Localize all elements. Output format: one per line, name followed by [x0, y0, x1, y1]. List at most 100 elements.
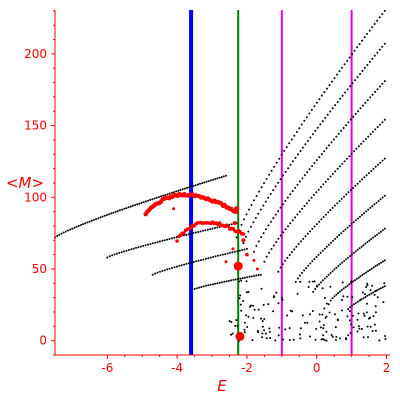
data-point	[325, 302, 328, 305]
data-point	[308, 199, 311, 202]
data-point	[346, 157, 348, 160]
data-point	[166, 238, 169, 241]
data-point	[369, 206, 372, 209]
data-point	[347, 334, 350, 337]
data-point	[282, 203, 284, 206]
data-point	[175, 190, 178, 193]
data-point	[379, 123, 381, 126]
data-point	[340, 197, 343, 200]
data-point	[296, 292, 299, 295]
data-point	[112, 211, 115, 214]
data-point	[243, 276, 246, 279]
data-point	[339, 97, 342, 100]
data-point	[376, 296, 379, 299]
data-point	[373, 23, 376, 25]
data-point	[373, 54, 376, 57]
data-point	[186, 186, 188, 189]
data-point	[358, 180, 361, 183]
data-point	[381, 45, 384, 48]
data-point	[324, 116, 327, 119]
data-point	[275, 161, 278, 164]
data-point	[216, 177, 219, 180]
data-point	[302, 237, 305, 240]
data-point	[383, 194, 386, 197]
data-point	[320, 153, 323, 156]
data-point	[331, 172, 334, 175]
data-point	[383, 157, 386, 160]
data-point	[280, 153, 283, 156]
data-point	[142, 201, 145, 204]
data-point	[252, 250, 255, 253]
data-point	[373, 293, 376, 296]
data-point	[279, 206, 282, 209]
data-point	[243, 248, 246, 251]
data-point	[371, 284, 374, 287]
data-point	[361, 178, 364, 181]
data-point	[260, 287, 263, 290]
data-point	[278, 326, 281, 329]
data-point	[62, 231, 65, 234]
data-point	[106, 256, 109, 259]
data-point	[357, 312, 360, 315]
data-point	[206, 228, 209, 231]
data-point	[338, 165, 341, 168]
data-point	[291, 219, 294, 222]
data-point	[366, 241, 369, 244]
data-point	[366, 282, 369, 285]
data-point	[261, 320, 264, 322]
data-point	[352, 280, 355, 283]
y-axis-title: <M>	[6, 174, 44, 192]
data-point	[342, 127, 345, 129]
data-point	[301, 207, 304, 210]
data-point	[303, 174, 306, 177]
data-point	[173, 236, 176, 239]
data-point	[221, 253, 224, 256]
data-point	[309, 136, 312, 139]
data-point	[363, 314, 366, 317]
data-point	[166, 268, 169, 271]
data-point	[173, 191, 175, 194]
data-point	[366, 294, 369, 297]
data-point	[207, 180, 210, 183]
data-point	[320, 218, 323, 221]
data-point	[362, 336, 365, 339]
data-point	[196, 183, 199, 186]
data-point	[275, 241, 278, 244]
data-point	[294, 280, 297, 283]
data-point	[294, 186, 297, 189]
data-point	[129, 205, 132, 208]
data-point	[378, 262, 381, 265]
data-point	[383, 118, 386, 121]
data-point	[348, 155, 351, 158]
data-point	[194, 231, 197, 234]
data-point	[88, 220, 91, 223]
data-point	[357, 276, 360, 279]
data-point	[80, 224, 82, 226]
data-point	[327, 303, 330, 306]
data-point	[138, 202, 141, 205]
data-point	[221, 281, 223, 284]
data-point	[229, 251, 231, 254]
data-point	[262, 204, 265, 207]
data-point	[330, 141, 333, 144]
data-point	[363, 36, 366, 39]
data-point	[347, 121, 350, 124]
data-point	[268, 251, 271, 254]
data-point	[154, 272, 157, 275]
data-point	[374, 265, 377, 268]
data-point	[257, 331, 260, 334]
data-point	[299, 280, 302, 283]
data-point	[207, 284, 210, 287]
data-point	[101, 215, 104, 218]
data-point	[352, 115, 355, 118]
data-point	[350, 152, 353, 155]
data-point	[372, 291, 375, 294]
data-point	[365, 286, 368, 288]
data-point	[259, 273, 262, 276]
data-point	[185, 262, 188, 265]
data-point	[311, 280, 314, 283]
red-points	[143, 191, 259, 341]
data-point	[246, 276, 249, 279]
red-data-point	[182, 231, 186, 235]
data-point	[369, 316, 372, 319]
